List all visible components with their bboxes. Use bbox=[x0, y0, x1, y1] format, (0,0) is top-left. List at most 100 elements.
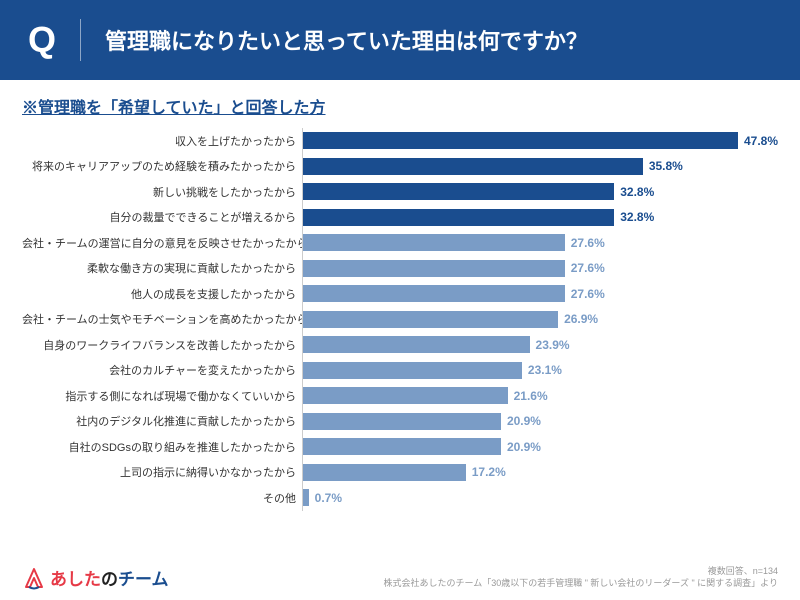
axis-line bbox=[302, 383, 303, 409]
axis-line bbox=[302, 205, 303, 231]
chart-row: 柔軟な働き方の実現に貢献したかったから27.6% bbox=[22, 256, 778, 282]
axis-line bbox=[302, 154, 303, 180]
axis-line bbox=[302, 230, 303, 256]
bar-chart: 収入を上げたかったから 47.8% 将来のキャリアアップのため経験を積みたかったから… bbox=[22, 128, 778, 511]
bar-value: 47.8% bbox=[744, 134, 778, 148]
bar-track: 32.8% bbox=[302, 179, 778, 205]
bar-track: 27.6% bbox=[302, 256, 778, 282]
bar-value: 23.9% bbox=[536, 338, 570, 352]
bar-track: 27.6% bbox=[302, 281, 778, 307]
logo-part-1: あした bbox=[50, 570, 101, 589]
bar bbox=[302, 413, 501, 430]
bar-value: 20.9% bbox=[507, 414, 541, 428]
bar-label: 自社のSDGsの取り組みを推進したかったから bbox=[22, 439, 302, 455]
chart-row: 指示する側になれば現場で働かなくていいから 21.6% bbox=[22, 383, 778, 409]
bar-label: 柔軟な働き方の実現に貢献したかったから bbox=[22, 260, 302, 276]
axis-line bbox=[302, 409, 303, 435]
bar-label: 自身のワークライフバランスを改善したかったから bbox=[22, 337, 302, 353]
bar-label: 会社のカルチャーを変えたかったから bbox=[22, 362, 302, 378]
bar-value: 32.8% bbox=[620, 185, 654, 199]
source-text: 複数回答、n=134 株式会社あしたのチーム「30歳以下の若手管理職 " 新しい… bbox=[383, 565, 778, 590]
bar-value: 21.6% bbox=[514, 389, 548, 403]
header-bar: Q 管理職になりたいと思っていた理由は何ですか？ bbox=[0, 0, 800, 80]
bar-label: 収入を上げたかったから bbox=[22, 133, 302, 149]
bar-label: 上司の指示に納得いかなかったから bbox=[22, 464, 302, 480]
axis-line bbox=[302, 358, 303, 384]
chart-row: 会社・チームの運営に自分の意見を反映させたかったから27.6% bbox=[22, 230, 778, 256]
bar-track: 20.9% bbox=[302, 434, 778, 460]
bar-track: 21.6% bbox=[302, 383, 778, 409]
bar-value: 27.6% bbox=[571, 287, 605, 301]
bar bbox=[302, 438, 501, 455]
logo-text: あしたのチーム bbox=[50, 565, 169, 590]
bar-label: 社内のデジタル化推進に貢献したかったから bbox=[22, 413, 302, 429]
bar bbox=[302, 311, 558, 328]
bar bbox=[302, 209, 614, 226]
bar-value: 32.8% bbox=[620, 210, 654, 224]
bar-label: 会社・チームの運営に自分の意見を反映させたかったから bbox=[22, 235, 302, 251]
bar-label: 新しい挑戦をしたかったから bbox=[22, 184, 302, 200]
source-line-2: 株式会社あしたのチーム「30歳以下の若手管理職 " 新しい会社のリーダーズ " … bbox=[383, 577, 778, 590]
bar-label: その他 bbox=[22, 490, 302, 506]
bar bbox=[302, 387, 508, 404]
chart-row: 上司の指示に納得いかなかったから 17.2% bbox=[22, 460, 778, 486]
bar-label: 自分の裁量でできることが増えるから bbox=[22, 209, 302, 225]
content-area: ※管理職を「希望していた」と回答した方 収入を上げたかったから 47.8% 将来のキ… bbox=[0, 80, 800, 600]
chart-row: 自社のSDGsの取り組みを推進したかったから 20.9% bbox=[22, 434, 778, 460]
bar-track: 27.6% bbox=[302, 230, 778, 256]
axis-line bbox=[302, 460, 303, 486]
bar bbox=[302, 132, 738, 149]
logo-part-2: の bbox=[101, 570, 118, 589]
bar-track: 35.8% bbox=[302, 154, 778, 180]
axis-line bbox=[302, 307, 303, 333]
chart-row: 新しい挑戦をしたかったから 32.8% bbox=[22, 179, 778, 205]
bar-value: 20.9% bbox=[507, 440, 541, 454]
logo-icon bbox=[22, 566, 46, 590]
bar-track: 0.7% bbox=[302, 485, 778, 511]
bar bbox=[302, 260, 565, 277]
subtitle: ※管理職を「希望していた」と回答した方 bbox=[22, 94, 778, 118]
axis-line bbox=[302, 434, 303, 460]
bar-value: 0.7% bbox=[315, 491, 342, 505]
chart-row: 会社のカルチャーを変えたかったから 23.1% bbox=[22, 358, 778, 384]
bar-value: 26.9% bbox=[564, 312, 598, 326]
brand-logo: あしたのチーム bbox=[22, 565, 169, 590]
bar-track: 47.8% bbox=[302, 128, 778, 154]
axis-line bbox=[302, 485, 303, 511]
chart-row: 会社・チームの士気やモチベーションを高めたかったから 26.9% bbox=[22, 307, 778, 333]
axis-line bbox=[302, 281, 303, 307]
bar-label: 会社・チームの士気やモチベーションを高めたかったから bbox=[22, 311, 302, 327]
axis-line bbox=[302, 179, 303, 205]
chart-row: 収入を上げたかったから 47.8% bbox=[22, 128, 778, 154]
chart-row: 自分の裁量でできることが増えるから 32.8% bbox=[22, 205, 778, 231]
bar-value: 23.1% bbox=[528, 363, 562, 377]
bar-track: 20.9% bbox=[302, 409, 778, 435]
bar-track: 32.8% bbox=[302, 205, 778, 231]
bar bbox=[302, 336, 530, 353]
source-line-1: 複数回答、n=134 bbox=[383, 565, 778, 578]
chart-row: 自身のワークライフバランスを改善したかったから 23.9% bbox=[22, 332, 778, 358]
header-title: 管理職になりたいと思っていた理由は何ですか？ bbox=[105, 24, 588, 56]
chart-row: 他人の成長を支援したかったから 27.6% bbox=[22, 281, 778, 307]
axis-line bbox=[302, 128, 303, 154]
bar bbox=[302, 158, 643, 175]
bar-track: 17.2% bbox=[302, 460, 778, 486]
bar-track: 26.9% bbox=[302, 307, 778, 333]
bar-track: 23.1% bbox=[302, 358, 778, 384]
chart-row: その他 0.7% bbox=[22, 485, 778, 511]
axis-line bbox=[302, 332, 303, 358]
bar bbox=[302, 285, 565, 302]
bar-label: 指示する側になれば現場で働かなくていいから bbox=[22, 388, 302, 404]
footer: あしたのチーム 複数回答、n=134 株式会社あしたのチーム「30歳以下の若手管… bbox=[22, 565, 778, 590]
chart-row: 将来のキャリアアップのため経験を積みたかったから35.8% bbox=[22, 154, 778, 180]
bar-label: 他人の成長を支援したかったから bbox=[22, 286, 302, 302]
logo-part-3: チーム bbox=[118, 570, 169, 589]
q-mark: Q bbox=[28, 19, 81, 61]
bar bbox=[302, 234, 565, 251]
bar bbox=[302, 183, 614, 200]
chart-row: 社内のデジタル化推進に貢献したかったから 20.9% bbox=[22, 409, 778, 435]
bar-value: 17.2% bbox=[472, 465, 506, 479]
bar bbox=[302, 464, 466, 481]
bar-label: 将来のキャリアアップのため経験を積みたかったから bbox=[22, 158, 302, 174]
bar-track: 23.9% bbox=[302, 332, 778, 358]
